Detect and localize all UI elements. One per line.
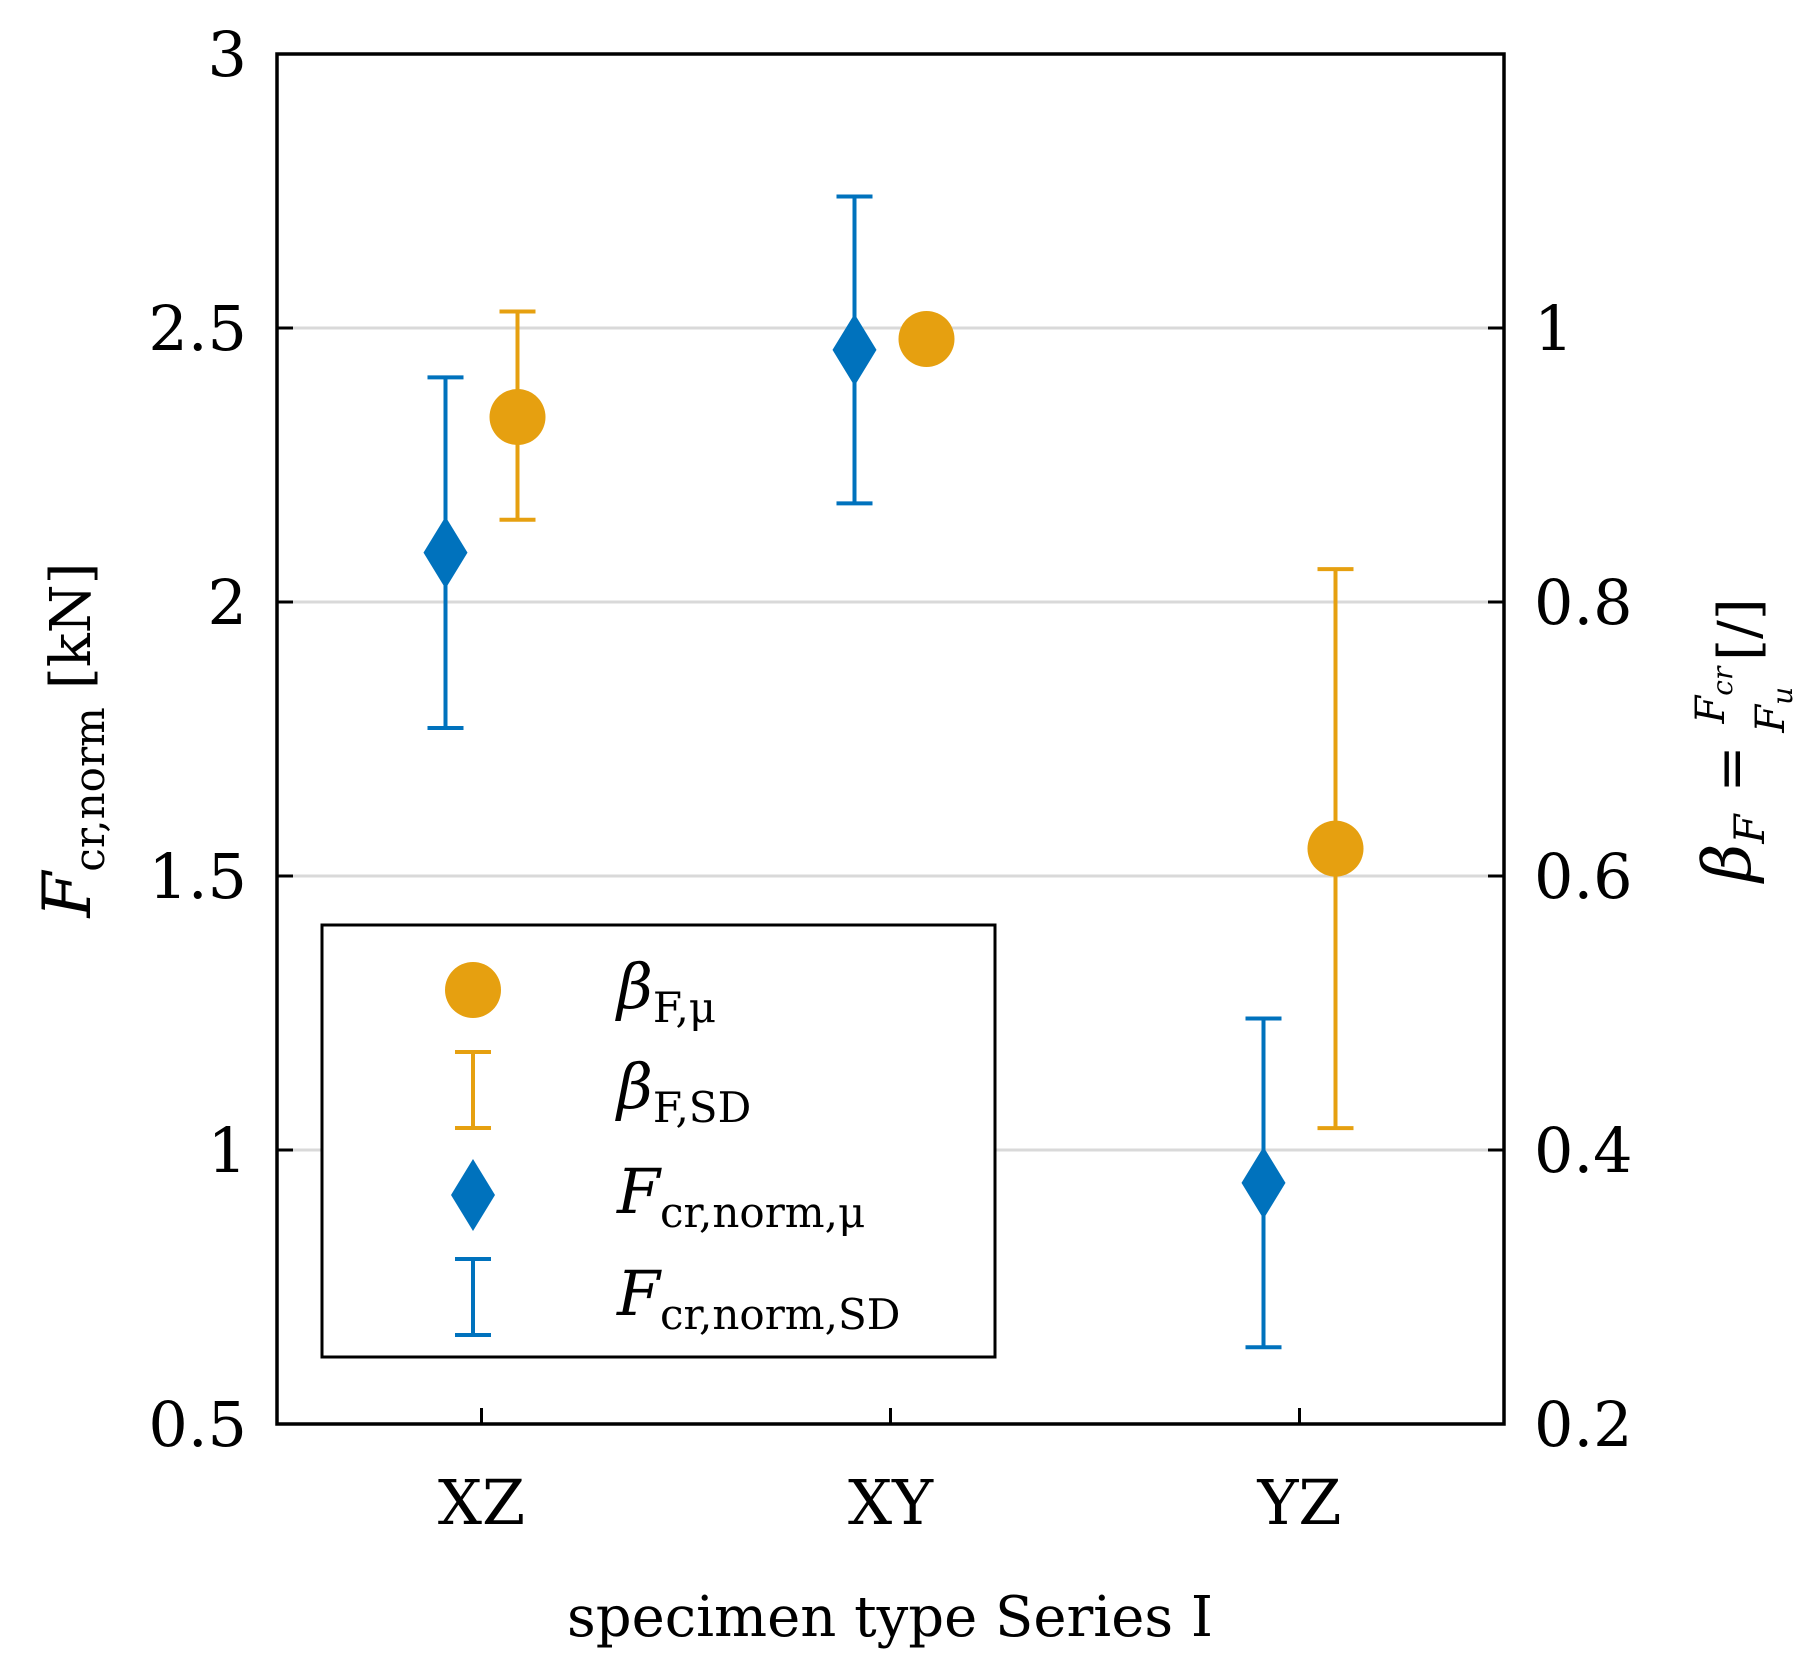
beta-mean-point bbox=[489, 389, 546, 446]
legend-circle-symbol bbox=[445, 962, 501, 1018]
svg-text:βF=FcrFu[/]: βF=FcrFu[/] bbox=[1688, 598, 1797, 884]
legend-label: βF,SD bbox=[615, 1050, 751, 1132]
legend-item: Fcr,norm,μ bbox=[451, 1155, 865, 1237]
y-right-title-unit: [/] bbox=[1707, 598, 1772, 661]
y-right-title-num-sub: cr bbox=[1706, 665, 1739, 696]
series-marks bbox=[423, 194, 1364, 1350]
legend-diamond-symbol bbox=[451, 1159, 495, 1231]
fcr-mean-point bbox=[832, 313, 877, 386]
y-right-tick-label: 0.8 bbox=[1534, 566, 1633, 639]
y-left-tick-label: 1.5 bbox=[148, 840, 247, 913]
fcr-mean-point bbox=[1241, 1146, 1286, 1219]
y-right-title-den-sub: u bbox=[1766, 687, 1797, 705]
y-right-tick-label: 1 bbox=[1534, 292, 1573, 365]
legend-label-main: F bbox=[616, 1155, 662, 1228]
fcr-mean-point bbox=[423, 516, 468, 589]
legend-errorbar-symbol bbox=[455, 1050, 491, 1130]
x-tick-label: XY bbox=[848, 1466, 934, 1539]
y-axis-right-title: βF=FcrFu[/] bbox=[1688, 598, 1797, 884]
y-right-tick-label: 0.2 bbox=[1534, 1388, 1633, 1461]
y-right-title-num: F bbox=[1688, 694, 1734, 724]
y-left-tick-label: 2.5 bbox=[148, 292, 247, 365]
y-axis-left-title: Fcr,norm [kN] bbox=[29, 562, 114, 918]
legend-item: βF,SD bbox=[455, 1050, 751, 1132]
legend-label-main: β bbox=[615, 950, 653, 1023]
x-tick-label: YZ bbox=[1256, 1466, 1341, 1539]
legend-label: Fcr,norm,SD bbox=[616, 1257, 900, 1339]
y-right-title-eq: = bbox=[1699, 745, 1764, 792]
legend-item: βF,μ bbox=[445, 950, 716, 1032]
legend-label-sub: cr,norm,μ bbox=[660, 1188, 865, 1237]
y-right-tick-label: 0.4 bbox=[1534, 1114, 1633, 1187]
legend-label-main: F bbox=[616, 1257, 662, 1330]
x-tick-label: XZ bbox=[438, 1466, 525, 1539]
beta-mean-point bbox=[898, 310, 955, 367]
legend-label-sub: F,SD bbox=[653, 1083, 751, 1132]
y-left-tick-label: 0.5 bbox=[148, 1388, 247, 1461]
legend-item: Fcr,norm,SD bbox=[455, 1257, 900, 1339]
legend-label: βF,μ bbox=[615, 950, 716, 1032]
y-left-tick-label: 2 bbox=[208, 566, 247, 639]
legend-label-main: β bbox=[615, 1050, 653, 1123]
y-left-title-unit: [kN] bbox=[39, 562, 104, 689]
legend-errorbar-symbol bbox=[455, 1257, 491, 1337]
y-left-tick-label: 3 bbox=[208, 18, 247, 91]
axis-ticks: 0.5 1 1.5 2 2.5 3 0.2 0.4 0.6 0.8 1 XZ XY YZ bbox=[148, 18, 1632, 1539]
y-right-title-den: F bbox=[1748, 704, 1794, 734]
svg-text:Fcr,norm[kN]: Fcr,norm [kN] bbox=[29, 562, 114, 918]
legend-label-sub: F,μ bbox=[653, 983, 716, 1032]
y-left-title-main: F bbox=[29, 870, 106, 919]
y-left-tick-label: 1 bbox=[208, 1114, 247, 1187]
y-right-title-beta: β bbox=[1689, 844, 1766, 885]
x-axis-title: specimen type Series I bbox=[567, 1585, 1213, 1650]
y-right-tick-label: 0.6 bbox=[1534, 840, 1633, 913]
legend-label-sub: cr,norm,SD bbox=[660, 1290, 900, 1339]
beta-mean-point bbox=[1307, 820, 1364, 877]
legend-box bbox=[320, 923, 997, 1359]
legend-label: Fcr,norm,μ bbox=[616, 1155, 865, 1237]
y-right-title-beta-sub: F bbox=[1725, 813, 1774, 845]
y-left-title-sub: cr,norm bbox=[65, 707, 114, 872]
